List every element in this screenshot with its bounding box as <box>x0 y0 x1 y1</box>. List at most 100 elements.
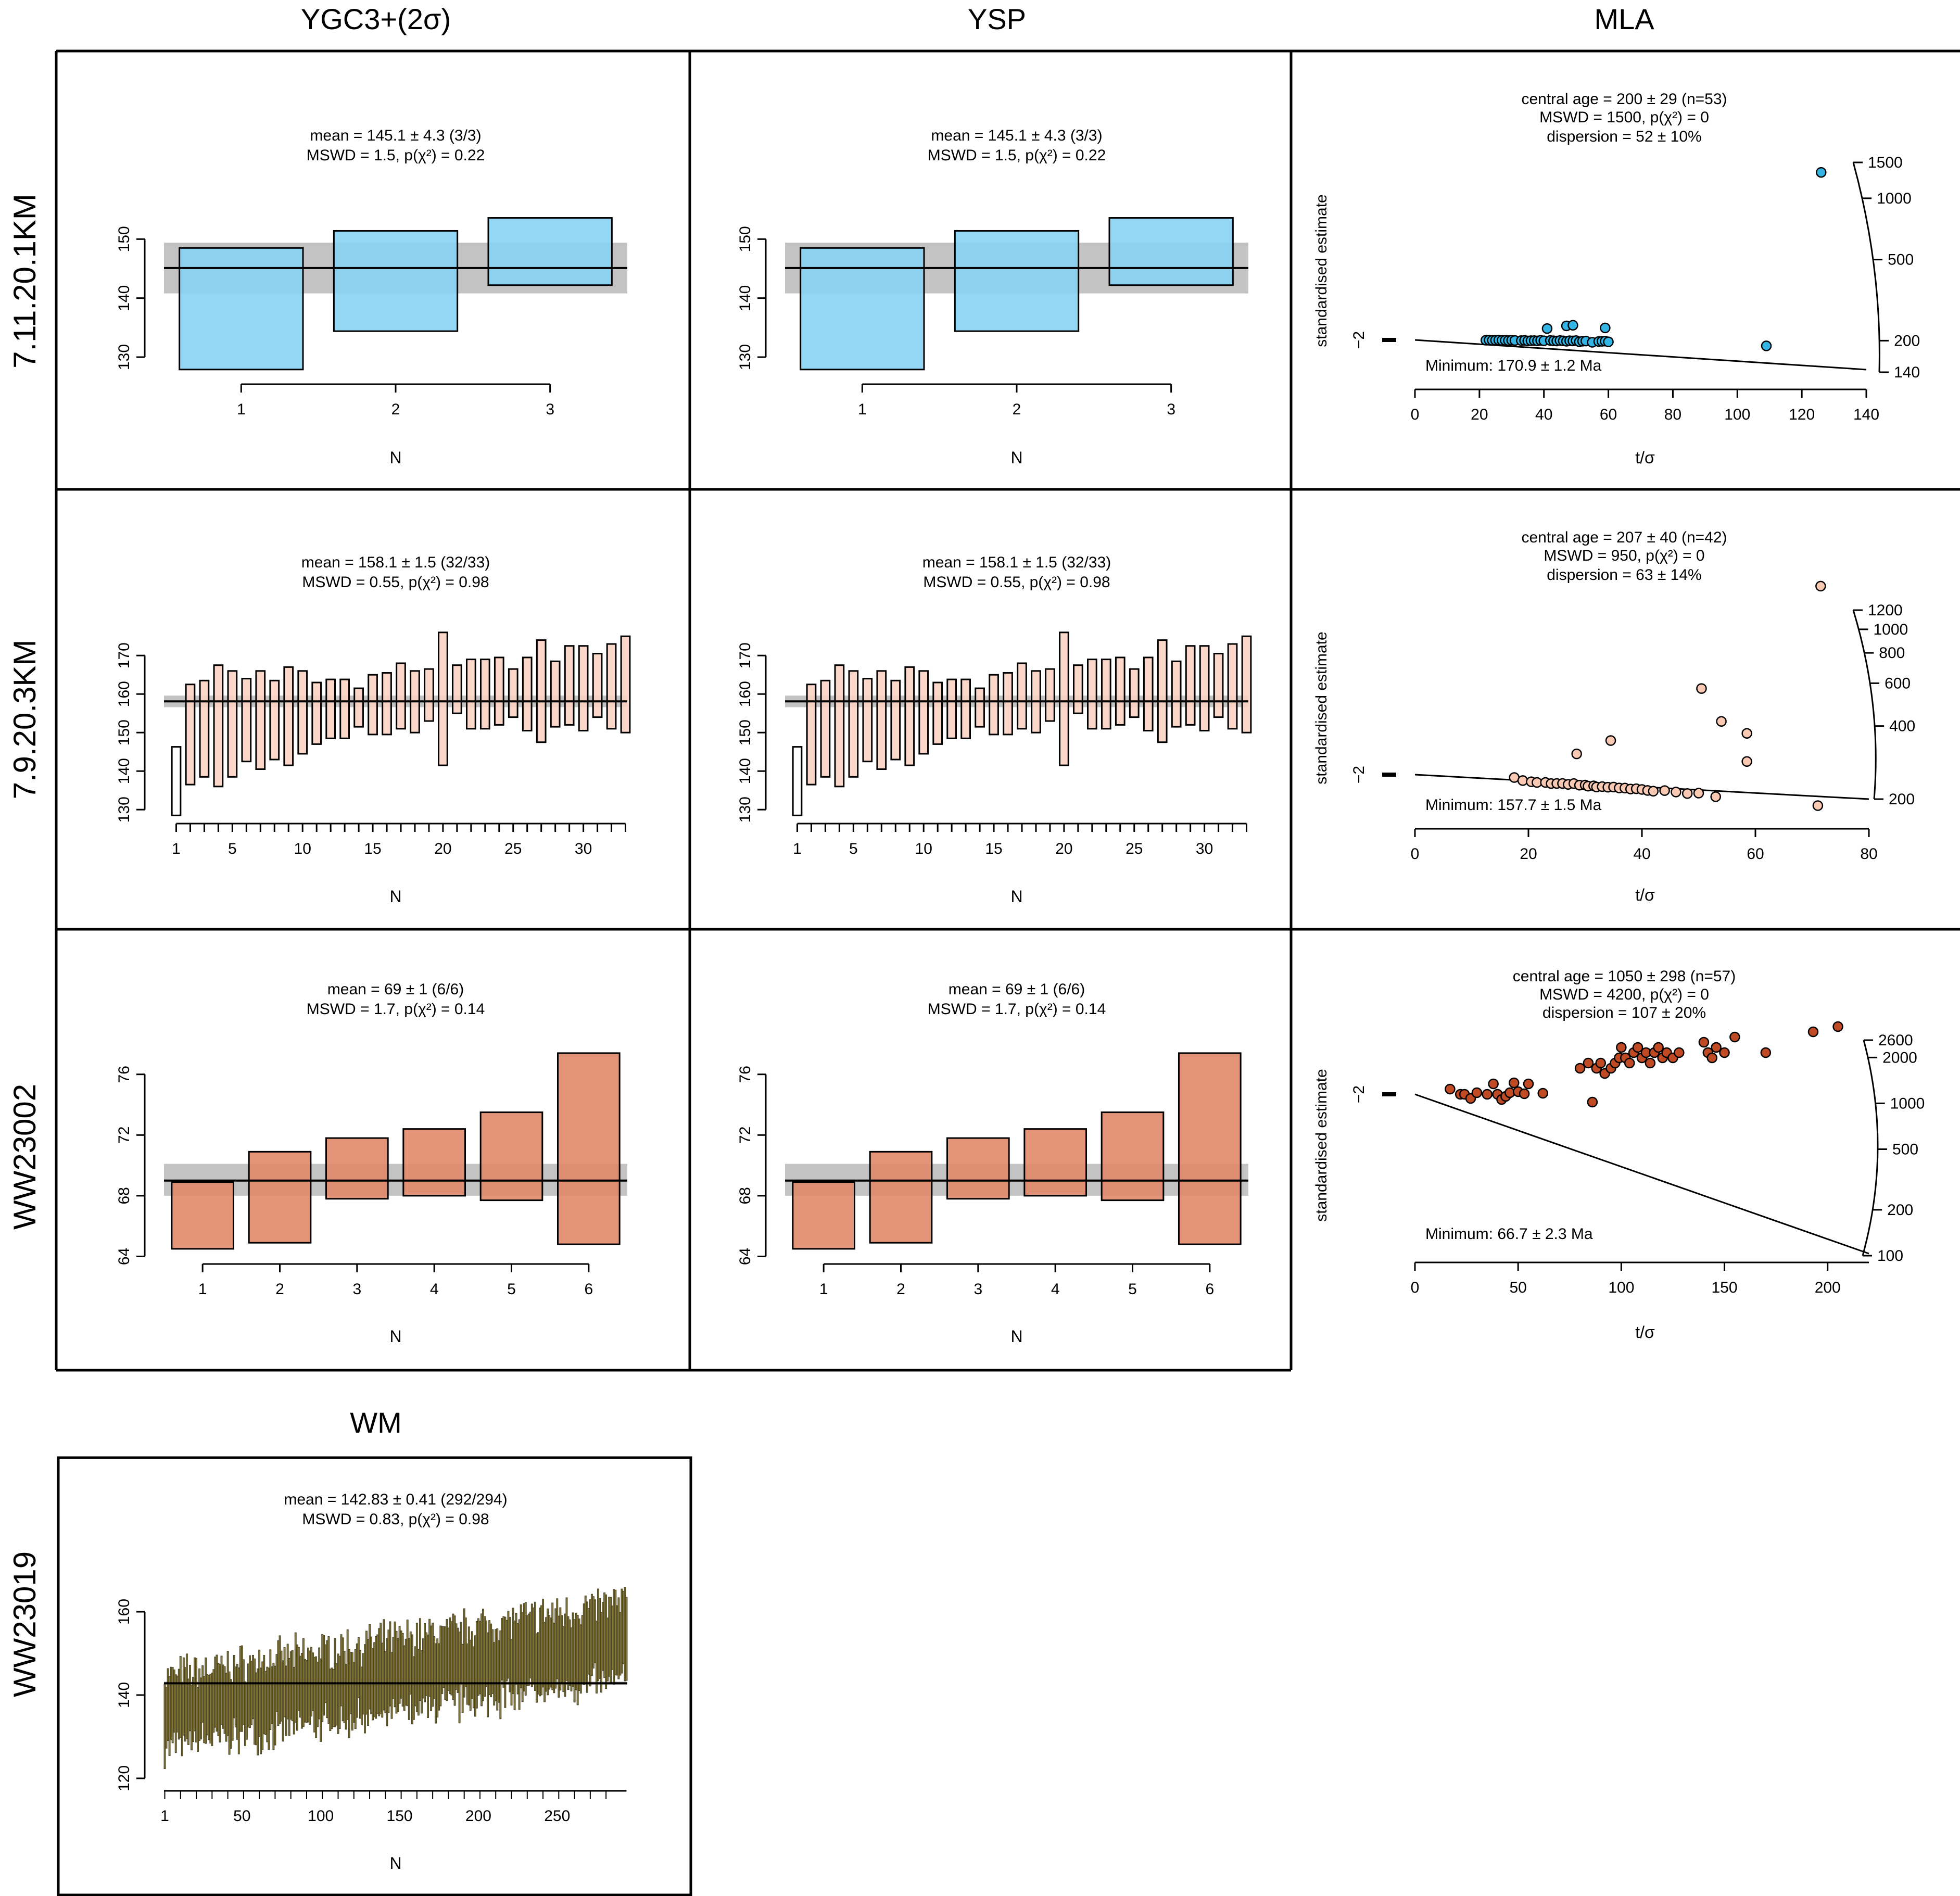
y-tick-label: 64 <box>116 1248 133 1265</box>
panel-r3-ygc: mean = 69 ± 1 (6/6) MSWD = 1.7, p(χ²) = 0… <box>116 981 627 1346</box>
age-bar <box>254 1658 256 1745</box>
age-bar <box>510 1638 513 1706</box>
age-bar <box>338 1655 341 1729</box>
age-bar <box>475 1621 478 1709</box>
x-tick-label: 1 <box>793 840 802 857</box>
age-box <box>465 659 476 730</box>
x-tick-label: 5 <box>1128 1281 1137 1298</box>
age-bar <box>619 1612 622 1676</box>
age-box <box>487 217 613 286</box>
age-bar <box>163 1683 166 1769</box>
minimum-age-label: Minimum: 66.7 ± 2.3 Ma <box>1425 1225 1593 1243</box>
grain-point <box>1761 340 1772 351</box>
x-tick-label: 200 <box>465 1807 491 1825</box>
age-bar <box>304 1659 306 1723</box>
y-tick-label: 72 <box>116 1127 133 1144</box>
age-bar <box>592 1596 595 1669</box>
age-bar <box>547 1608 549 1696</box>
age-bar <box>482 1609 484 1701</box>
age-bar <box>425 1632 427 1697</box>
y-tick-label: 150 <box>737 226 754 252</box>
age-bar <box>427 1634 429 1718</box>
age-box <box>339 678 350 739</box>
stats-annotation-line-2: MSWD = 0.83, p(χ²) = 0.98 <box>302 1511 489 1528</box>
stats-annotation-line-1: mean = 69 ± 1 (6/6) <box>949 981 1085 998</box>
age-bar <box>424 1623 426 1702</box>
column-title-wm: WM <box>350 1406 402 1439</box>
age-bar <box>438 1643 440 1711</box>
age-bar <box>554 1608 557 1689</box>
age-box <box>904 666 915 766</box>
grain-point <box>1600 322 1611 334</box>
age-bar <box>370 1636 373 1714</box>
age-bar <box>274 1665 276 1746</box>
stats-annotation-line-3: dispersion = 107 ± 20% <box>1542 1004 1706 1021</box>
x-tick-label: 15 <box>985 840 1002 857</box>
age-box <box>1157 639 1168 743</box>
grain-point <box>1729 1031 1740 1043</box>
age-bar <box>520 1604 522 1688</box>
age-bar <box>373 1642 376 1717</box>
age-bar <box>244 1681 246 1746</box>
x-tick-label: 0 <box>1411 406 1420 423</box>
age-box <box>1171 660 1182 728</box>
column-title-ygc: YGC3+(2σ) <box>301 3 451 35</box>
age-bar <box>257 1669 259 1755</box>
grain-point <box>1741 756 1752 767</box>
age-box <box>199 679 210 778</box>
age-box <box>171 746 182 816</box>
age-bar <box>324 1644 327 1703</box>
age-box <box>946 1137 1010 1200</box>
grain-point <box>1616 1042 1627 1053</box>
age-bar <box>241 1645 243 1732</box>
arc-tick-label: 200 <box>1894 332 1920 349</box>
age-bar <box>469 1639 472 1711</box>
x-tick-label: 1 <box>172 840 181 857</box>
stats-annotation-line-2: MSWD = 0.55, p(χ²) = 0.98 <box>302 574 489 591</box>
age-bar <box>602 1602 604 1671</box>
x-axis-label: t/σ <box>1635 1323 1655 1342</box>
age-box <box>325 1137 389 1200</box>
age-bar <box>496 1628 499 1711</box>
age-box <box>1143 656 1154 732</box>
stats-annotation-line-1: mean = 145.1 ± 4.3 (3/3) <box>310 127 481 144</box>
x-tick-label: 40 <box>1535 406 1552 423</box>
arc-tick-label: 600 <box>1885 675 1911 692</box>
age-box <box>869 1151 933 1244</box>
age-bar <box>502 1616 505 1688</box>
x-tick-label: 5 <box>228 840 237 857</box>
age-box <box>592 653 603 718</box>
age-bar <box>203 1676 206 1743</box>
age-box <box>179 247 304 371</box>
age-box <box>382 672 392 736</box>
age-bar <box>383 1619 385 1711</box>
y-tick-label: 160 <box>116 1599 133 1625</box>
age-bar <box>513 1620 516 1711</box>
age-bar <box>504 1616 507 1708</box>
arc-tick-label: 200 <box>1889 791 1915 808</box>
age-bar <box>507 1611 510 1679</box>
age-bar <box>558 1615 560 1698</box>
arc-tick-label: 1000 <box>1873 621 1908 638</box>
age-bar <box>524 1602 527 1696</box>
age-bar <box>532 1607 535 1685</box>
age-bar <box>398 1626 401 1704</box>
age-bar <box>400 1630 402 1699</box>
age-bar <box>578 1619 580 1691</box>
y-tick-label: 140 <box>737 758 754 784</box>
age-bar <box>231 1682 234 1741</box>
age-bar <box>527 1613 530 1686</box>
age-bar <box>260 1667 262 1754</box>
y-tick-label: 140 <box>116 285 133 311</box>
age-bar <box>384 1651 387 1713</box>
x-tick-label: 1 <box>819 1281 828 1298</box>
age-box <box>536 639 547 743</box>
age-bar <box>446 1619 448 1701</box>
x-tick-label: 3 <box>546 401 554 418</box>
age-bar <box>283 1647 286 1717</box>
age-bar <box>293 1667 295 1735</box>
stats-annotation-line-2: MSWD = 1.7, p(χ²) = 0.14 <box>928 1001 1106 1018</box>
stats-annotation-line-2: MSWD = 950, p(χ²) = 0 <box>1544 547 1704 564</box>
age-bar <box>376 1634 379 1714</box>
panel-r4-wm: mean = 142.83 ± 0.41 (292/294) MSWD = 0.8… <box>116 1491 628 1873</box>
